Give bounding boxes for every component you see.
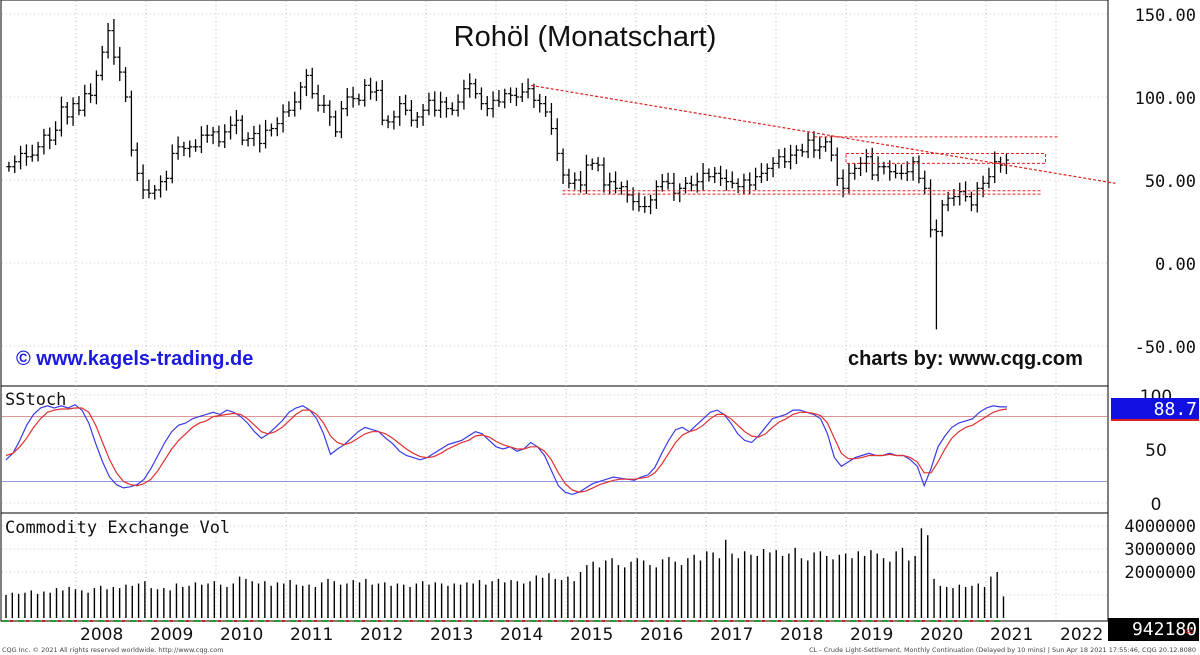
price-tick-label: 0.00 bbox=[1155, 255, 1196, 275]
watermark-kagels: © www.kagels-trading.de bbox=[16, 348, 253, 370]
price-tick-label: 150.00 bbox=[1135, 6, 1196, 26]
x-tick-label: 2015 bbox=[570, 625, 613, 645]
volume-bars bbox=[5, 528, 1005, 618]
x-tick-label: 2013 bbox=[430, 625, 473, 645]
scroll-left-arrow-icon[interactable]: ⇦ bbox=[1184, 624, 1195, 638]
x-tick-label: 2011 bbox=[290, 625, 333, 645]
stoch-series-line bbox=[5, 403, 1007, 496]
volume-tick-label: 4000000 bbox=[1124, 517, 1196, 537]
price-bars bbox=[6, 18, 1009, 330]
x-tick-label: 2009 bbox=[150, 625, 193, 645]
volume-current-value: 942180 bbox=[1108, 618, 1199, 641]
x-tick-label: 2016 bbox=[640, 625, 683, 645]
footer-copyright: CQG Inc. © 2021 All rights reserved worl… bbox=[2, 646, 224, 654]
x-tick-label: 2014 bbox=[500, 625, 543, 645]
trend-lines bbox=[530, 84, 1116, 195]
volume-panel bbox=[0, 512, 1109, 622]
x-tick-label: 2020 bbox=[920, 625, 963, 645]
watermark-cqg: charts by: www.cqg.com bbox=[848, 348, 1083, 370]
stoch-tick-label: 0 bbox=[1151, 495, 1162, 515]
stoch-series-line bbox=[5, 407, 1008, 493]
chart-title: Rohöl (Monatschart) bbox=[454, 21, 717, 53]
price-tick-label: 50.00 bbox=[1145, 172, 1196, 192]
x-tick-label: 2012 bbox=[360, 625, 403, 645]
axis-labels: 150.00100.0050.000.00-50.001005004000000… bbox=[80, 6, 1196, 645]
price-tick-label: -50.00 bbox=[1135, 338, 1196, 358]
x-tick-label: 2019 bbox=[850, 625, 893, 645]
grid-lines bbox=[2, 1, 1107, 622]
stoch-tick-label: 50 bbox=[1145, 441, 1167, 461]
volume-tick-label: 2000000 bbox=[1124, 563, 1196, 583]
volume-panel-title: Commodity Exchange Vol bbox=[5, 518, 230, 538]
x-tick-label: 2010 bbox=[220, 625, 263, 645]
footer: CQG Inc. © 2021 All rights reserved worl… bbox=[0, 645, 1200, 655]
stochastic-lines bbox=[2, 403, 1107, 496]
volume-tick-label: 3000000 bbox=[1124, 540, 1196, 560]
x-tick-label: 2021 bbox=[990, 625, 1033, 645]
footer-symbol-info: CL - Crude Light-Settlement, Monthly Con… bbox=[809, 646, 1196, 654]
price-panel bbox=[0, 0, 1109, 387]
x-tick-label: 2017 bbox=[710, 625, 753, 645]
x-tick-label: 2008 bbox=[80, 625, 123, 645]
stoch-current-value: 88.7 bbox=[1111, 398, 1199, 421]
price-tick-label: 100.00 bbox=[1135, 89, 1196, 109]
x-tick-label: 2022 bbox=[1060, 625, 1103, 645]
stoch-panel-title: SStoch bbox=[5, 390, 66, 410]
downtrend-line bbox=[530, 84, 1116, 184]
x-tick-label: 2018 bbox=[780, 625, 823, 645]
